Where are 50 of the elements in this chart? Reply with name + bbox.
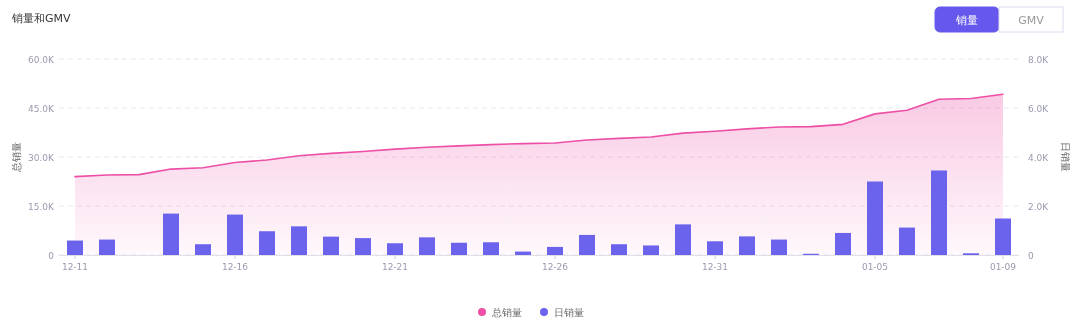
bar [451, 242, 467, 255]
bar [323, 236, 339, 255]
bar [163, 213, 179, 255]
y-tick-label: 0 [48, 250, 55, 261]
bar [579, 234, 595, 255]
bar [419, 237, 435, 255]
text: GMV [1018, 14, 1045, 27]
y2-tick-label: 6.0K [1028, 103, 1050, 114]
legend-label: 总销量 [491, 307, 522, 318]
bar [675, 224, 691, 255]
text: 销量 [955, 14, 978, 27]
bar [611, 244, 627, 255]
y-tick-label: 60.0K [28, 54, 56, 65]
bar [483, 242, 499, 255]
y2-axis-title: 日销量 [1060, 142, 1071, 172]
bar [387, 243, 403, 255]
bar [771, 239, 787, 255]
bar [67, 240, 83, 255]
x-tick-label: 12-26 [541, 262, 569, 272]
x-tick-label: 12-11 [61, 262, 89, 272]
y2-tick-label: 0 [1028, 250, 1034, 261]
x-tick-label: 01-09 [989, 262, 1017, 272]
bar [643, 245, 659, 255]
y2-tick-label: 4.0K [1028, 152, 1050, 163]
x-tick-label: 12-21 [381, 262, 409, 272]
legend-label: 日销量 [554, 307, 584, 318]
y-tick-label: 30.0K [28, 152, 56, 163]
bar [227, 214, 243, 255]
bar [355, 238, 371, 255]
y2-tick-label: 2.0K [1028, 201, 1050, 212]
chart-title: 销量和GMV [11, 12, 72, 25]
bar [931, 170, 947, 255]
bar [707, 241, 723, 255]
x-tick-label: 01-05 [861, 262, 889, 272]
bar [99, 239, 115, 255]
bar [899, 227, 915, 255]
bar [547, 246, 563, 255]
bar [995, 218, 1011, 255]
bar [195, 244, 211, 255]
y2-tick-label: 8.0K [1028, 54, 1050, 65]
y-tick-label: 45.0K [28, 103, 56, 114]
bar [291, 226, 307, 255]
x-tick-label: 12-16 [221, 262, 249, 272]
bar [835, 232, 851, 255]
bar [867, 181, 883, 255]
bar [259, 231, 275, 255]
bar [739, 236, 755, 255]
x-tick-label: 12-31 [701, 262, 729, 272]
y-tick-label: 15.0K [28, 201, 56, 212]
y-axis-title: 总销量 [11, 142, 22, 173]
